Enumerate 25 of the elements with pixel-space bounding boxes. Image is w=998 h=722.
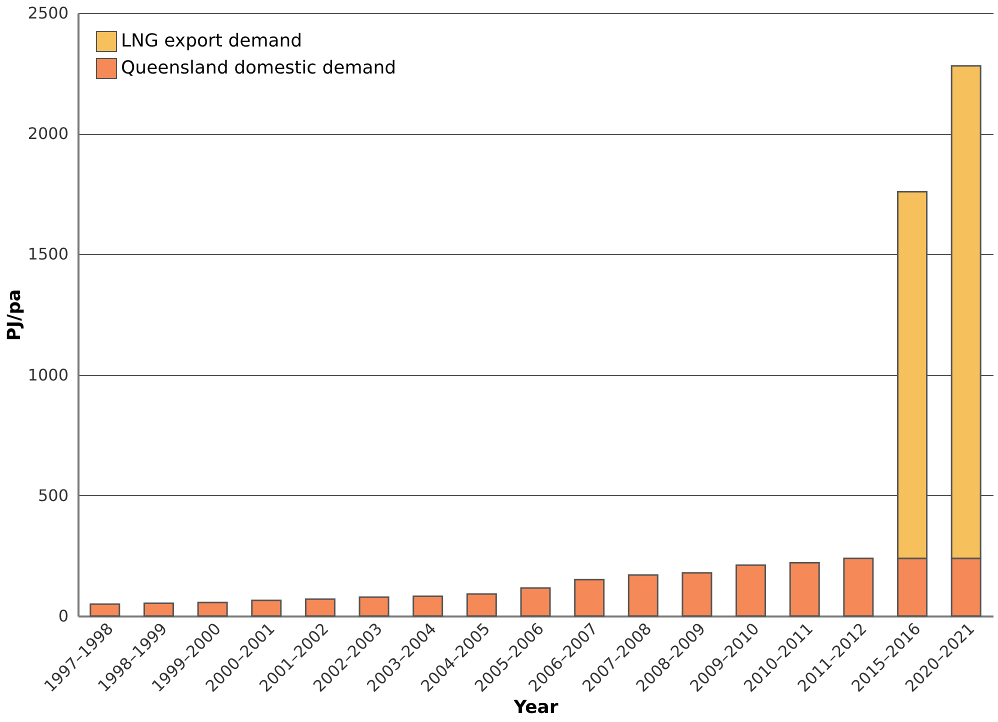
legend-label: Queensland domestic demand [121, 58, 396, 78]
bar [843, 558, 874, 617]
x-axis-title: Year [512, 697, 558, 718]
bar [412, 595, 444, 617]
bar [90, 603, 120, 617]
bar [304, 598, 336, 617]
bar [682, 572, 712, 617]
bar [520, 587, 551, 617]
bar [251, 600, 282, 617]
bar [736, 564, 766, 617]
y-tick-label: 1000 [28, 365, 68, 384]
bar [358, 596, 390, 617]
bar [197, 602, 228, 617]
bar [574, 578, 605, 617]
y-axis-title: PJ/pa [4, 289, 25, 341]
y-tick-label: 0 [58, 606, 68, 626]
y-tick-label: 2000 [28, 124, 68, 144]
y-tick-label: 500 [38, 486, 68, 505]
bar [143, 602, 174, 617]
bar [789, 562, 820, 617]
y-tick-label: 2500 [28, 4, 68, 22]
y-tick-label: 1500 [28, 244, 68, 264]
legend-label: LNG export demand [121, 30, 302, 52]
bar [466, 593, 497, 617]
bar [628, 574, 658, 617]
